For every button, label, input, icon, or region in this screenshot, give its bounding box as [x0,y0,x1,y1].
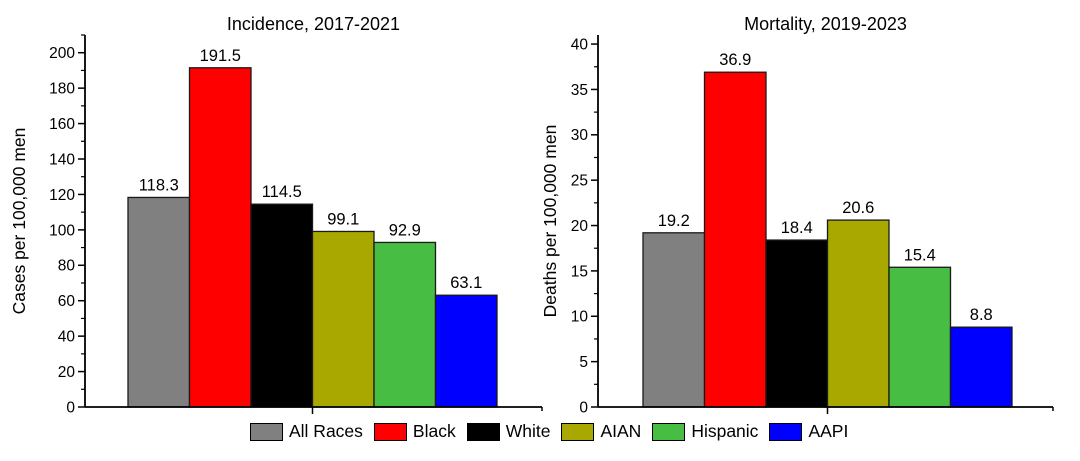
y-tick-label: 140 [49,151,75,168]
legend-item-aapi: AAPI [769,423,848,441]
bar-value-label: 191.5 [200,47,241,65]
y-tick-label: 20 [58,364,76,381]
legend-item-white: White [466,421,551,442]
legend-swatch [250,423,283,441]
legend-label: Hispanic [691,421,759,442]
bar-all-races [127,196,191,408]
y-axis-label: Deaths per 100,000 men [540,125,560,318]
legend-item-all-races: All Races [250,423,363,441]
bar-value-label: 15.4 [904,246,936,264]
legend-label: AAPI [808,421,849,442]
chart-title: Incidence, 2017-2021 [227,14,400,34]
y-tick-label: 100 [49,222,75,239]
y-tick-label: 25 [571,173,588,190]
legend-label: AIAN [600,421,642,442]
bar-hispanic [373,241,437,408]
y-tick-label: 40 [571,36,589,53]
y-tick-label: 180 [49,81,75,98]
legend-swatch [466,423,500,441]
y-tick-label: 120 [49,187,75,204]
legend-label: All Races [289,421,363,442]
bar-white [765,239,829,408]
bar-value-label: 118.3 [139,176,179,194]
bar-value-label: 114.5 [262,183,302,201]
legend-item-hispanic: Hispanic [652,423,758,441]
bar-white [250,203,314,408]
legend-label: White [505,421,551,442]
bar-charts-canvas: 118.3191.5114.599.192.963.10204060801001… [9,14,1054,416]
y-tick-label: 0 [66,399,75,416]
bar-value-label: 63.1 [450,274,482,292]
bar-aapi [434,294,498,408]
bar-value-label: 20.6 [842,199,874,217]
bar-aapi [949,326,1013,408]
legend-swatch [561,423,595,441]
y-tick-label: 30 [571,127,589,144]
y-tick-label: 200 [49,45,75,62]
bar-hispanic [888,266,952,408]
bar-black [188,67,252,408]
legend-swatch [373,423,407,441]
bar-black [703,71,767,408]
bar-value-label: 19.2 [658,212,690,230]
y-tick-label: 10 [571,309,589,326]
y-tick-label: 80 [58,258,76,275]
y-tick-label: 160 [49,116,75,133]
legend-label: Black [412,421,456,442]
y-tick-label: 40 [58,329,76,346]
bar-value-label: 99.1 [327,210,359,228]
bar-aian [826,219,890,408]
y-tick-label: 15 [571,263,588,280]
legend-item-black: Black [373,421,456,442]
bar-value-label: 92.9 [389,221,421,239]
y-tick-label: 0 [579,399,588,416]
legend-swatch [652,423,686,441]
chart-title: Mortality, 2019-2023 [744,14,907,34]
bar-value-label: 18.4 [781,219,813,237]
y-tick-label: 20 [571,218,589,235]
y-axis-label: Cases per 100,000 men [9,128,29,315]
y-tick-label: 35 [571,82,588,99]
legend-swatch [769,423,803,441]
bar-all-races [642,232,706,408]
y-tick-label: 60 [58,293,76,310]
legend-item-aian: AIAN [561,423,641,441]
chart-legend: All Races Black White AIAN Hispanic AAPI [250,423,859,441]
bar-aian [311,230,375,408]
y-tick-label: 5 [579,354,588,371]
bar-value-label: 36.9 [719,51,751,69]
bar-value-label: 8.8 [970,306,993,324]
